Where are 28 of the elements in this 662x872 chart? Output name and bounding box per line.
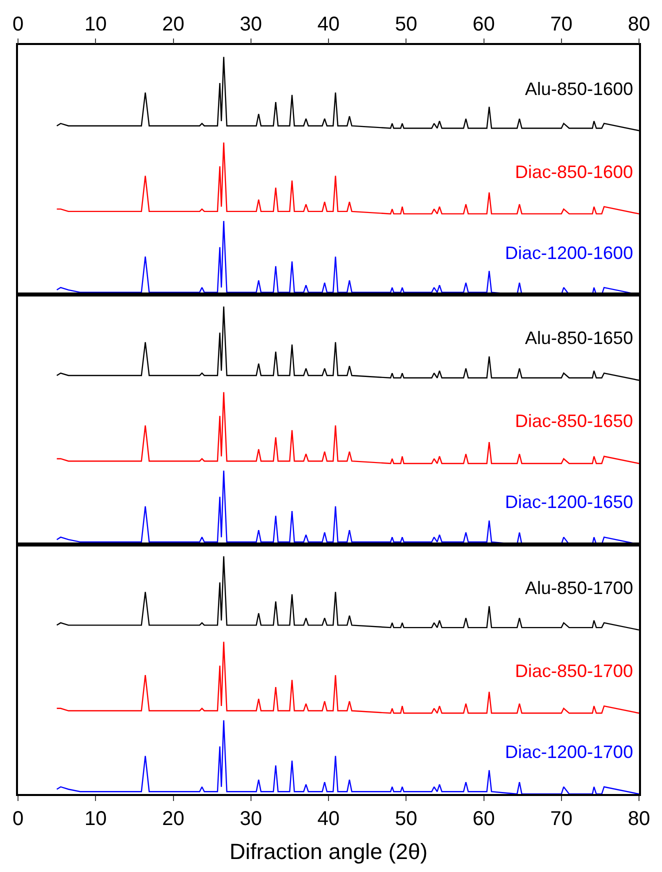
x2-tick-label: 50 <box>395 13 418 36</box>
x2-tick-label: 60 <box>472 13 495 36</box>
x2-tick-label: 10 <box>84 13 107 36</box>
series-label: Diac-1200-1600 <box>505 243 634 263</box>
x-tick-label: 20 <box>162 808 184 830</box>
x-axis-title: Difraction angle (2θ) <box>229 839 428 864</box>
series-label: Alu-850-1650 <box>525 328 634 348</box>
x-tick-label: 40 <box>317 808 340 830</box>
x-tick-label: 80 <box>628 808 650 830</box>
x2-tick-label: 70 <box>550 13 573 36</box>
series-label: Diac-850-1650 <box>515 411 634 431</box>
x2-tick-label: 40 <box>317 13 340 36</box>
x2-tick-label: 20 <box>162 13 184 36</box>
x-tick-label: 0 <box>12 808 24 830</box>
series-label: Alu-850-1700 <box>525 578 634 598</box>
x-tick-label: 60 <box>472 808 495 830</box>
x-tick-label: 70 <box>550 808 573 830</box>
series-label: Diac-1200-1650 <box>505 492 634 512</box>
x2-tick-label: 30 <box>240 13 262 36</box>
x-tick-label: 10 <box>84 808 107 830</box>
x2-tick-label: 0 <box>12 13 24 36</box>
series-label: Alu-850-1600 <box>525 79 634 99</box>
x-tick-label: 30 <box>240 808 262 830</box>
x2-tick-label: 80 <box>628 13 650 36</box>
series-label: Diac-850-1600 <box>515 162 634 182</box>
series-label: Diac-1200-1700 <box>505 742 634 762</box>
series-label: Diac-850-1700 <box>515 661 634 681</box>
x-tick-label: 50 <box>395 808 418 830</box>
